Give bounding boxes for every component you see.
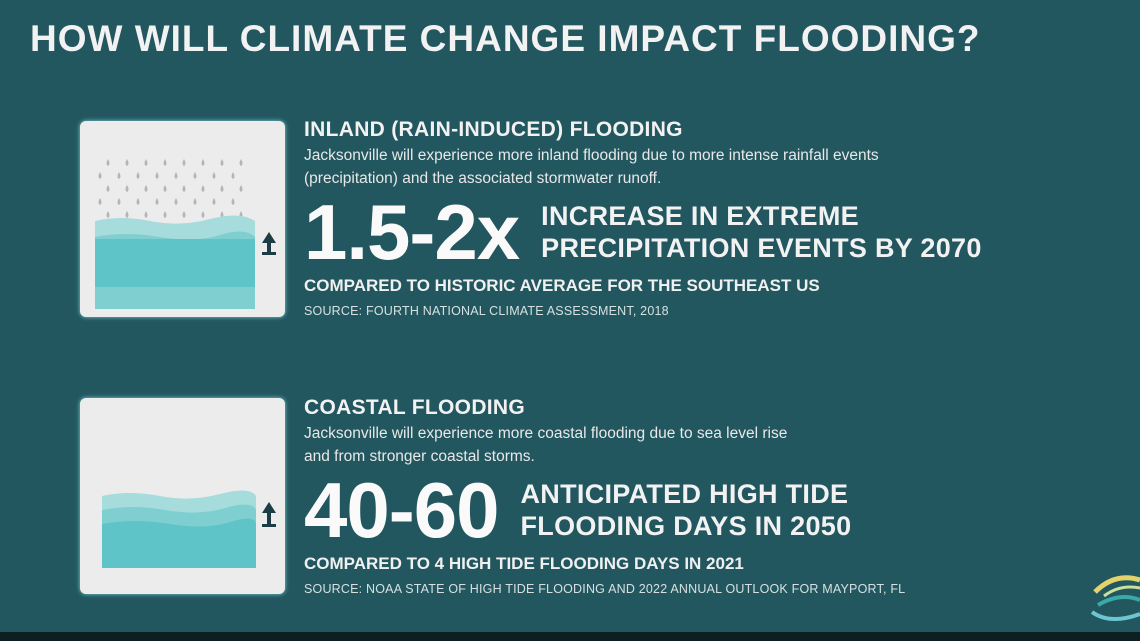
sea-level-rising-icon xyxy=(102,490,276,568)
raindrop-icon xyxy=(98,198,102,205)
raindrop-icon xyxy=(155,198,159,205)
stat-label-line: ANTICIPATED HIGH TIDE xyxy=(520,479,849,509)
wave-logo-icon xyxy=(1090,575,1140,621)
coastal-flooding-section: COASTAL FLOODING Jacksonville will exper… xyxy=(304,396,905,596)
comparison-text: COMPARED TO 4 HIGH TIDE FLOODING DAYS IN… xyxy=(304,554,744,573)
source-text: SOURCE: NOAA STATE OF HIGH TIDE FLOODING… xyxy=(304,582,906,596)
raindrop-icon xyxy=(163,211,167,218)
raindrop-icon xyxy=(136,172,140,179)
stat-label-line: PRECIPITATION EVENTS BY 2070 xyxy=(541,233,982,263)
raindrop-icon xyxy=(231,172,235,179)
section-description: Jacksonville will experience more inland… xyxy=(304,144,982,190)
raindrop-icon xyxy=(201,159,205,166)
raindrop-icon xyxy=(193,198,197,205)
raindrop-icon xyxy=(155,172,159,179)
raindrop-icon xyxy=(144,185,148,192)
stat-row: 1.5-2x INCREASE IN EXTREME PRECIPITATION… xyxy=(304,192,982,272)
stat-value: 1.5-2x xyxy=(304,188,520,276)
raindrop-icon xyxy=(106,185,110,192)
raindrop-icon xyxy=(182,159,186,166)
stat-label-line: FLOODING DAYS IN 2050 xyxy=(520,511,852,541)
description-line: Jacksonville will experience more coasta… xyxy=(304,425,788,442)
stat-value: 40-60 xyxy=(304,466,499,554)
raindrop-icon xyxy=(239,185,243,192)
stat-row: 40-60 ANTICIPATED HIGH TIDE FLOODING DAY… xyxy=(304,470,905,550)
raindrop-icon xyxy=(117,198,121,205)
raindrop-icon xyxy=(136,198,140,205)
up-arrow-icon xyxy=(262,232,276,255)
raindrop-icon xyxy=(98,172,102,179)
source-text: SOURCE: FOURTH NATIONAL CLIMATE ASSESSME… xyxy=(304,304,669,318)
raindrop-icon xyxy=(239,159,243,166)
raindrop-icon xyxy=(174,172,178,179)
raindrop-icon xyxy=(182,211,186,218)
section-heading: INLAND (RAIN-INDUCED) FLOODING xyxy=(304,118,683,141)
stat-label: ANTICIPATED HIGH TIDE FLOODING DAYS IN 2… xyxy=(521,478,852,542)
inland-flooding-illustration xyxy=(80,121,285,317)
raindrop-icon xyxy=(163,159,167,166)
coastal-flooding-illustration xyxy=(80,398,285,594)
raindrop-icon xyxy=(212,172,216,179)
bottom-strip xyxy=(0,632,1140,641)
raindrop-icon xyxy=(125,185,129,192)
raindrop-icon xyxy=(220,211,224,218)
comparison-text: COMPARED TO HISTORIC AVERAGE FOR THE SOU… xyxy=(304,276,820,295)
section-heading: COASTAL FLOODING xyxy=(304,396,526,419)
raindrop-icon xyxy=(125,159,129,166)
raindrop-icon xyxy=(182,185,186,192)
raindrop-icon xyxy=(144,159,148,166)
raindrop-icon xyxy=(163,185,167,192)
up-arrow-icon xyxy=(262,502,276,527)
raindrop-icon xyxy=(201,185,205,192)
description-line: Jacksonville will experience more inland… xyxy=(304,147,879,164)
raindrop-icon xyxy=(231,198,235,205)
page-title: HOW WILL CLIMATE CHANGE IMPACT FLOODING? xyxy=(30,18,981,59)
raindrop-icon xyxy=(117,172,121,179)
raindrop-icon xyxy=(106,159,110,166)
description-line: and from stronger coastal storms. xyxy=(304,448,535,465)
rain-flood-rising-icon xyxy=(95,159,276,309)
raindrop-icon xyxy=(125,211,129,218)
section-description: Jacksonville will experience more coasta… xyxy=(304,422,905,468)
inland-flooding-section: INLAND (RAIN-INDUCED) FLOODING Jacksonvi… xyxy=(304,118,982,318)
stat-label-line: INCREASE IN EXTREME xyxy=(541,201,859,231)
raindrop-icon xyxy=(220,185,224,192)
stat-label: INCREASE IN EXTREME PRECIPITATION EVENTS… xyxy=(541,200,982,264)
raindrop-icon xyxy=(193,172,197,179)
raindrop-icon xyxy=(106,211,110,218)
raindrop-icon xyxy=(174,198,178,205)
raindrop-icon xyxy=(144,211,148,218)
raindrop-icon xyxy=(212,198,216,205)
raindrop-icon xyxy=(220,159,224,166)
description-line: (precipitation) and the associated storm… xyxy=(304,170,662,187)
raindrop-icon xyxy=(201,211,205,218)
